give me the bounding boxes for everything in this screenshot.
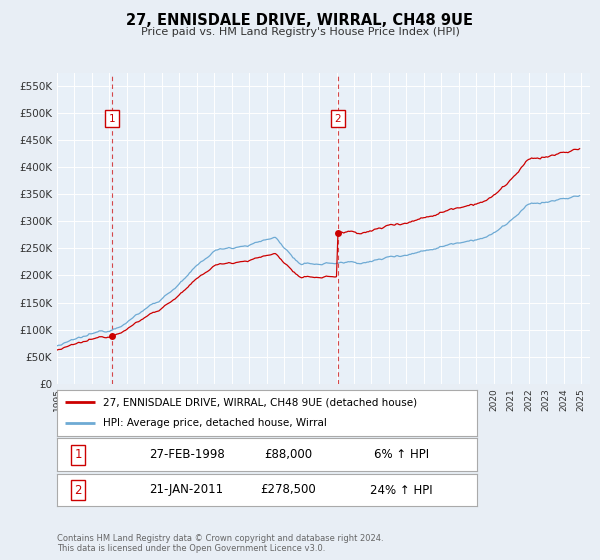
Text: HPI: Average price, detached house, Wirral: HPI: Average price, detached house, Wirr… <box>103 418 327 428</box>
Text: Price paid vs. HM Land Registry's House Price Index (HPI): Price paid vs. HM Land Registry's House … <box>140 27 460 38</box>
Text: 27, ENNISDALE DRIVE, WIRRAL, CH48 9UE: 27, ENNISDALE DRIVE, WIRRAL, CH48 9UE <box>127 13 473 27</box>
Text: 24% ↑ HPI: 24% ↑ HPI <box>370 483 433 497</box>
Text: 21-JAN-2011: 21-JAN-2011 <box>149 483 224 497</box>
Text: 1: 1 <box>74 448 82 461</box>
Text: 27, ENNISDALE DRIVE, WIRRAL, CH48 9UE (detached house): 27, ENNISDALE DRIVE, WIRRAL, CH48 9UE (d… <box>103 397 418 407</box>
Text: 27-FEB-1998: 27-FEB-1998 <box>149 448 225 461</box>
Text: 2: 2 <box>74 483 82 497</box>
Text: Contains HM Land Registry data © Crown copyright and database right 2024.
This d: Contains HM Land Registry data © Crown c… <box>57 534 383 553</box>
Text: 6% ↑ HPI: 6% ↑ HPI <box>374 448 429 461</box>
Text: 1: 1 <box>109 114 115 124</box>
Text: 2: 2 <box>334 114 341 124</box>
Text: £88,000: £88,000 <box>264 448 312 461</box>
Text: £278,500: £278,500 <box>260 483 316 497</box>
